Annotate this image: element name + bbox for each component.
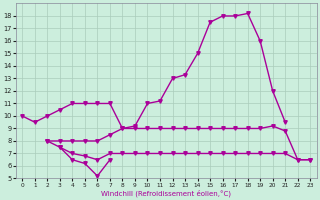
X-axis label: Windchill (Refroidissement éolien,°C): Windchill (Refroidissement éolien,°C) [101,189,231,197]
